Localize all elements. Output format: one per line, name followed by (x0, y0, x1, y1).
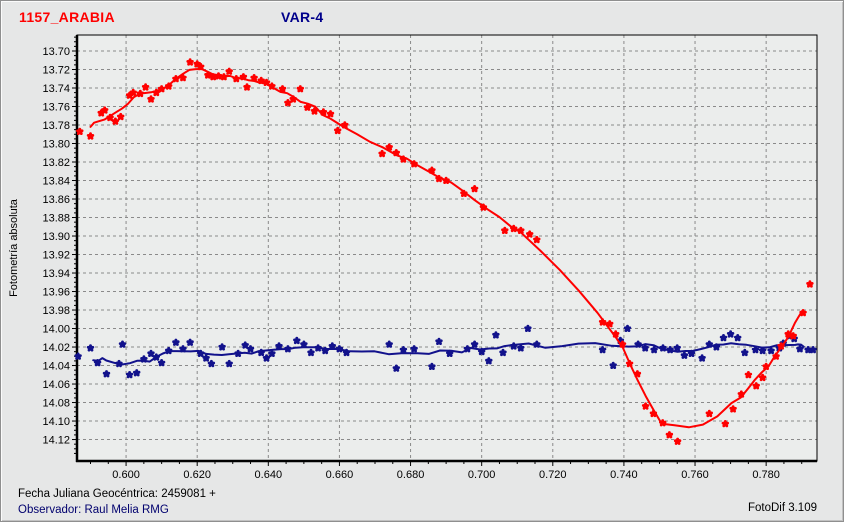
svg-text:14.06: 14.06 (42, 379, 70, 391)
software-version-label: FotoDif 3.109 (747, 502, 817, 514)
svg-text:13.72: 13.72 (42, 65, 70, 77)
svg-text:13.88: 13.88 (42, 213, 70, 225)
svg-text:0.600: 0.600 (112, 469, 140, 481)
svg-text:14.02: 14.02 (42, 342, 70, 354)
svg-text:13.90: 13.90 (42, 231, 70, 243)
svg-text:0.680: 0.680 (397, 469, 425, 481)
svg-text:0.760: 0.760 (681, 469, 709, 481)
svg-text:13.92: 13.92 (42, 250, 70, 262)
svg-text:13.96: 13.96 (42, 287, 70, 299)
observer-label: Observador: Raul Melia RMG (18, 504, 169, 516)
svg-text:0.720: 0.720 (539, 469, 567, 481)
svg-text:13.82: 13.82 (42, 157, 70, 169)
svg-text:14.04: 14.04 (42, 361, 70, 373)
chart-title: 1157_ARABIA (19, 9, 115, 25)
svg-text:14.12: 14.12 (42, 435, 70, 447)
svg-text:0.780: 0.780 (752, 469, 780, 481)
svg-text:13.80: 13.80 (42, 139, 70, 151)
svg-text:0.620: 0.620 (183, 469, 211, 481)
svg-text:13.98: 13.98 (42, 305, 70, 317)
svg-text:13.84: 13.84 (42, 176, 70, 188)
svg-text:14.08: 14.08 (42, 398, 70, 410)
light-curve-chart: 0.600 0.620 0.640 0.660 0.680 0.700 0.720 0.740… (8, 34, 818, 481)
comparison-star-label: VAR-4 (281, 9, 324, 25)
svg-text:14.10: 14.10 (42, 416, 70, 428)
svg-text:13.76: 13.76 (42, 102, 70, 114)
svg-text:0.640: 0.640 (255, 469, 283, 481)
svg-text:Fotometría absoluta: Fotometría absoluta (8, 198, 20, 297)
svg-text:13.94: 13.94 (42, 268, 70, 280)
svg-text:13.70: 13.70 (42, 46, 70, 58)
svg-text:0.700: 0.700 (468, 469, 496, 481)
svg-text:14.00: 14.00 (42, 324, 70, 336)
svg-text:13.74: 13.74 (42, 83, 70, 95)
svg-text:0.660: 0.660 (326, 469, 354, 481)
svg-text:0.740: 0.740 (610, 469, 638, 481)
svg-text:13.78: 13.78 (42, 120, 70, 132)
julian-date-label: Fecha Juliana Geocéntrica: 2459081 + (18, 488, 216, 500)
svg-text:13.86: 13.86 (42, 194, 70, 206)
